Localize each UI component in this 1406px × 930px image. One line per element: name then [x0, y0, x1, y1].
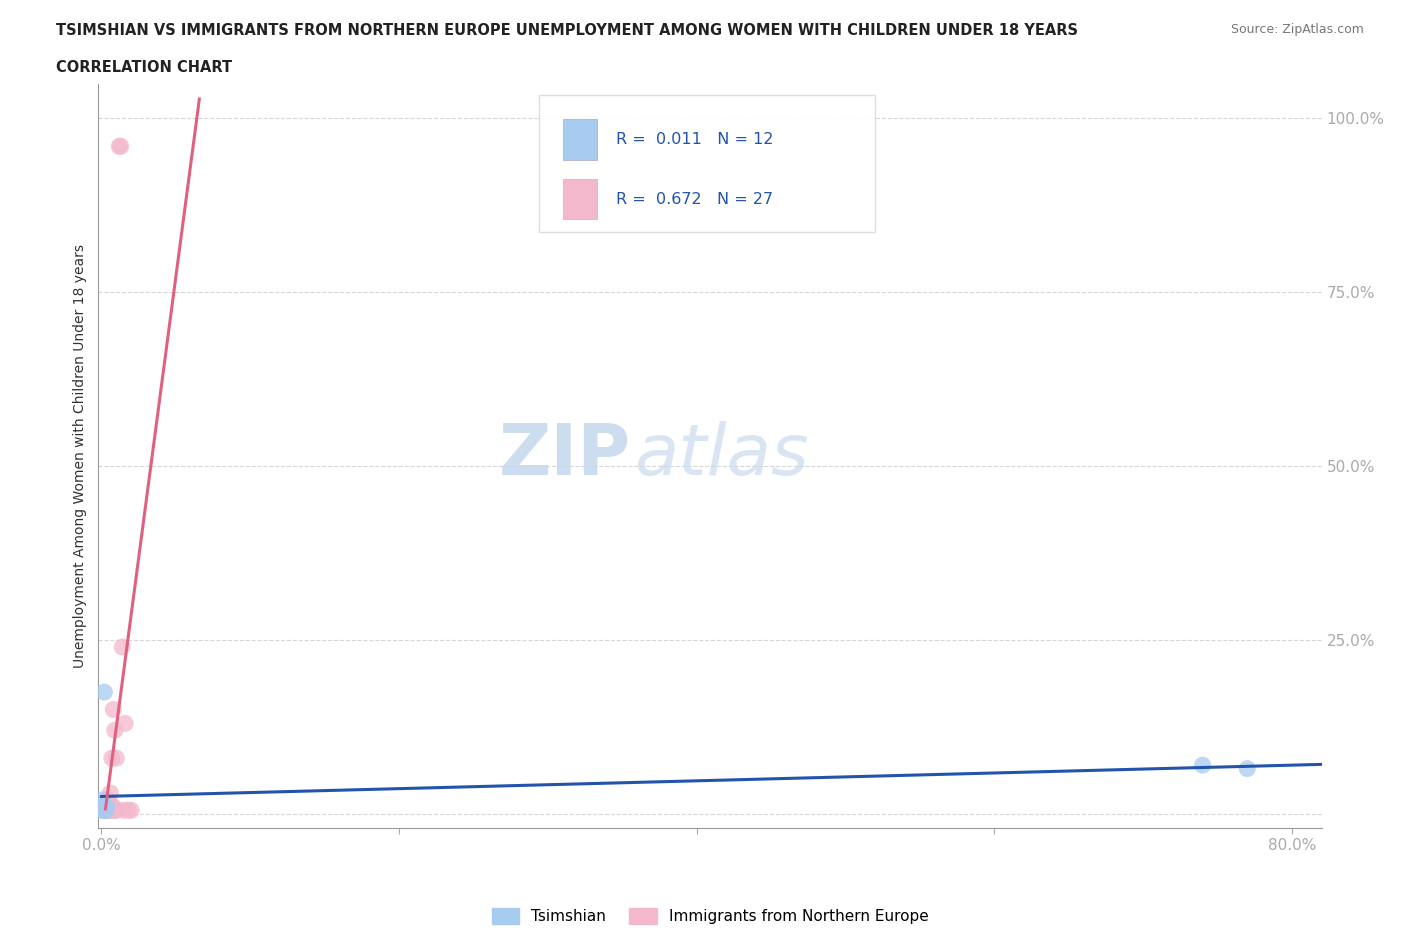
Point [91, 803, 114, 817]
Point [120, 803, 142, 817]
Point [97, 792, 120, 807]
Point [93, 803, 115, 817]
Point [98, 803, 121, 817]
Point [117, 803, 139, 817]
Point [94, 803, 117, 817]
Text: TSIMSHIAN VS IMMIGRANTS FROM NORTHERN EUROPE UNEMPLOYMENT AMONG WOMEN WITH CHILD: TSIMSHIAN VS IMMIGRANTS FROM NORTHERN EU… [56, 23, 1078, 38]
Point [96, 803, 118, 817]
Y-axis label: Unemployment Among Women with Children Under 18 years: Unemployment Among Women with Children U… [73, 244, 87, 668]
Point [93, 684, 115, 699]
Point [105, 751, 128, 765]
Text: Source: ZipAtlas.com: Source: ZipAtlas.com [1230, 23, 1364, 36]
Point [96, 800, 118, 815]
Point [94, 803, 117, 817]
Text: atlas: atlas [634, 421, 808, 490]
Point [97, 803, 120, 817]
FancyBboxPatch shape [538, 95, 875, 232]
Point [98, 796, 121, 811]
Point [114, 716, 136, 731]
Point [91, 792, 114, 807]
Point [93, 803, 115, 817]
Text: ZIP: ZIP [498, 421, 630, 490]
Point [1191, 758, 1213, 773]
Point [101, 751, 124, 765]
FancyBboxPatch shape [564, 119, 598, 160]
Point [94, 800, 117, 815]
Point [111, 640, 134, 655]
Point [94, 803, 117, 817]
Point [98, 800, 121, 815]
Point [105, 803, 128, 817]
Point [104, 723, 127, 737]
Point [112, 803, 135, 817]
Legend: Tsimshian, Immigrants from Northern Europe: Tsimshian, Immigrants from Northern Euro… [485, 902, 935, 930]
Point [96, 800, 118, 815]
Point [97, 800, 120, 815]
Text: R =  0.011   N = 12: R = 0.011 N = 12 [616, 132, 773, 147]
Point [1236, 761, 1258, 776]
Point [103, 800, 125, 815]
Point [103, 803, 125, 817]
FancyBboxPatch shape [564, 179, 598, 219]
Point [98, 786, 121, 801]
Text: CORRELATION CHART: CORRELATION CHART [56, 60, 232, 75]
Point [103, 702, 125, 717]
Point [108, 139, 131, 153]
Point [104, 803, 127, 817]
Point [110, 139, 132, 153]
Text: R =  0.672   N = 27: R = 0.672 N = 27 [616, 192, 773, 206]
Point [101, 803, 124, 817]
Point [101, 800, 124, 815]
Point [91, 800, 114, 815]
